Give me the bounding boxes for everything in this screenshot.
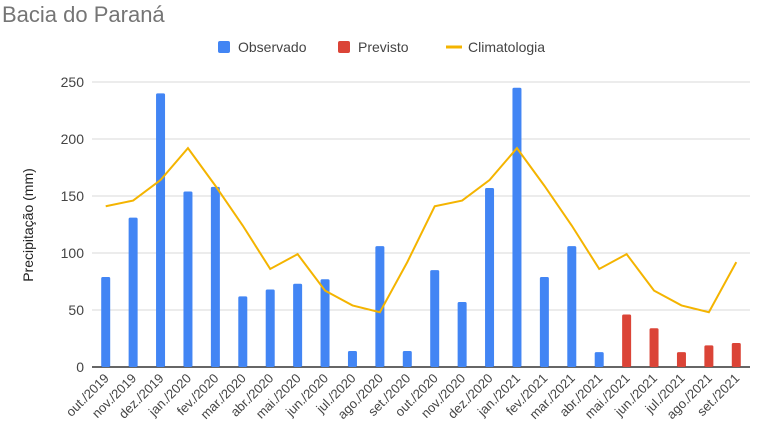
y-tick-label: 100 [61,245,85,261]
legend-item-previsto[interactable]: Previsto [338,39,409,55]
y-axis-ticks: 0 50 100 150 200 250 [61,74,85,375]
y-tick-label: 50 [68,302,84,318]
y-tick-label: 200 [61,131,85,147]
bar-observado-18 [594,352,604,367]
legend-label: Previsto [358,39,409,55]
legend-label: Observado [238,39,307,55]
line-climatologia [105,146,738,314]
bar-observado-14 [485,188,495,367]
bar-observado-5 [238,296,248,367]
legend-swatch [338,41,350,53]
bar-observado-17 [567,246,577,367]
bar-observado-3 [183,191,193,367]
bar-observado-2 [156,93,166,368]
legend-item-climatologia[interactable]: Climatologia [446,39,545,55]
y-tick-label: 0 [76,359,84,375]
y-tick-label: 150 [61,188,85,204]
bar-observado-9 [347,351,357,367]
bar-observado-7 [293,283,303,367]
bar-previsto-19 [622,314,632,367]
bar-previsto-20 [649,328,659,367]
legend-label: Climatologia [468,39,545,55]
bar-observado-15 [512,87,522,367]
chart-title: Bacia do Paraná [2,2,165,27]
bar-observado-0 [101,276,111,367]
bar-previsto-21 [676,352,686,367]
bars [101,87,741,368]
x-axis-ticks: out./2019nov./2019dez./2019jan./2020fev.… [63,371,743,423]
bar-previsto-22 [704,345,714,367]
bar-observado-10 [375,246,385,367]
bar-observado-13 [457,302,467,367]
bar-previsto-23 [731,343,741,367]
bar-observado-11 [402,351,412,367]
legend-swatch [218,41,230,53]
bar-observado-8 [320,279,330,367]
bar-observado-16 [539,276,549,367]
y-axis-label: Precipitação (mm) [20,168,36,282]
bar-observado-4 [210,186,220,367]
gridlines [92,81,750,368]
legend: Observado Previsto Climatologia [218,39,545,55]
bar-observado-1 [128,217,138,367]
bar-observado-6 [265,289,275,367]
legend-item-observado[interactable]: Observado [218,39,307,55]
lines [105,146,738,314]
y-tick-label: 250 [61,74,85,90]
bar-observado-12 [430,270,440,367]
